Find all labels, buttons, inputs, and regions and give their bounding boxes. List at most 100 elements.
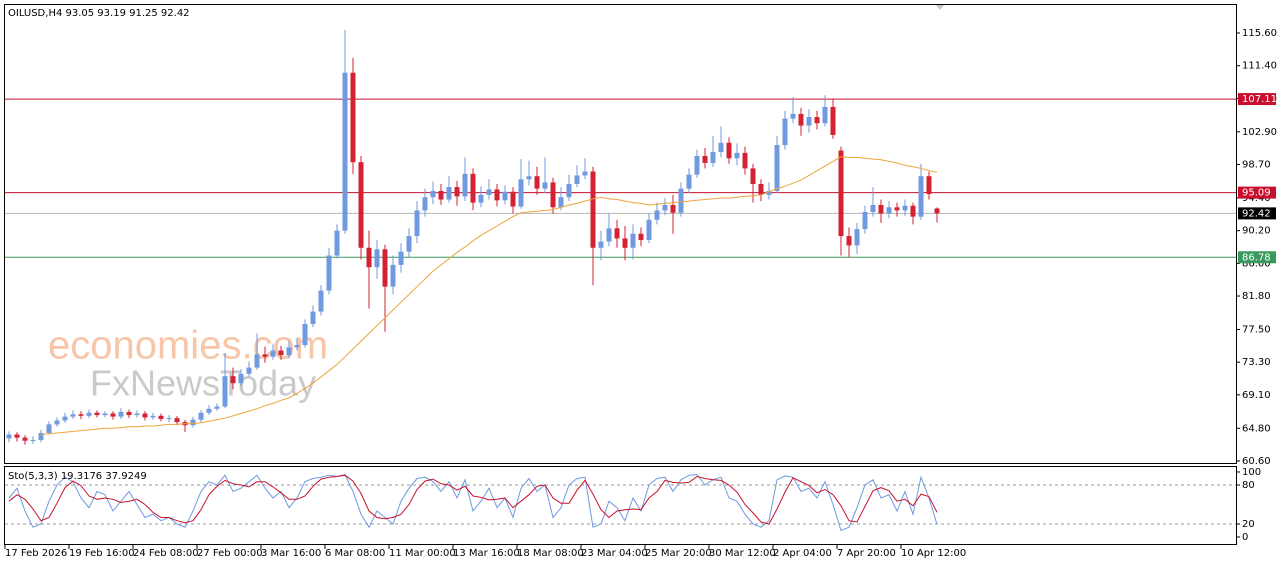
candle-body [174, 418, 180, 423]
oscillator-line [8, 474, 938, 532]
candle-body [654, 210, 660, 220]
candle-body [758, 183, 764, 195]
candle-body [462, 173, 468, 197]
x-tick-label: 2 Apr 04:00 [773, 548, 832, 559]
candle-body [694, 155, 700, 175]
candle-body [142, 413, 148, 418]
candle-body [494, 189, 500, 201]
candle-body [558, 197, 564, 208]
candle-body [238, 373, 244, 384]
candle-body [750, 168, 756, 184]
candle-body [374, 249, 380, 268]
candle-body [670, 204, 676, 213]
candle-body [350, 72, 356, 163]
x-tick-label: 13 Mar 16:00 [453, 548, 520, 559]
candle-body [246, 367, 252, 374]
candle-body [6, 434, 12, 439]
candle-body [294, 345, 300, 348]
x-tick-label: 17 Feb 2026 [5, 548, 67, 559]
candle-body [118, 411, 124, 417]
candle-body [590, 171, 596, 248]
candle-body [862, 211, 868, 230]
candle-body [38, 432, 44, 440]
candle-body [470, 173, 476, 203]
oscillator-title: Sto(5,3,3) 19.3176 37.9249 [8, 471, 147, 482]
candle-body [702, 155, 708, 163]
candle-body [886, 207, 892, 214]
candle-body [94, 412, 100, 416]
y-tick-label: 77.50 [1242, 324, 1271, 335]
y-tick-label: 80 [1242, 480, 1255, 491]
candle-body [718, 142, 724, 153]
candle-body [310, 311, 316, 325]
candle-body [502, 191, 508, 201]
candle-body [894, 207, 900, 211]
candle-body [86, 412, 92, 416]
candle-body [622, 238, 628, 248]
candle-body [510, 191, 516, 207]
candle-body [918, 176, 924, 217]
candle-body [534, 176, 540, 189]
candle-body [870, 204, 876, 212]
candle-body [438, 190, 444, 200]
moving-average [40, 156, 938, 435]
price-pane [4, 4, 1237, 464]
candle-body [62, 416, 68, 421]
price-level-label: 92.42 [1242, 208, 1271, 219]
candle-body [454, 187, 460, 197]
x-tick-label: 25 Mar 20:00 [645, 548, 712, 559]
candle-body [518, 179, 524, 207]
candle-body [406, 236, 412, 252]
price-level-label: 95.09 [1242, 188, 1271, 199]
candle-body [22, 437, 28, 441]
candle-body [646, 219, 652, 240]
candle-body [70, 414, 76, 417]
candle-body [366, 247, 372, 268]
candle-body [270, 350, 276, 357]
candle-body [526, 176, 532, 180]
candle-body [158, 415, 164, 419]
x-tick-label: 23 Mar 04:00 [581, 548, 648, 559]
candle-body [398, 251, 404, 265]
candle-body [926, 176, 932, 195]
chart-title: OILUSD,H4 93.05 93.19 91.25 92.42 [8, 8, 190, 19]
candle-body [46, 424, 52, 433]
y-tick-label: 64.80 [1242, 423, 1271, 434]
candle-body [318, 290, 324, 312]
candle-body [878, 204, 884, 214]
candle-body [134, 413, 140, 416]
plot: 115.60111.40107.20102.9098.7094.4090.208… [4, 28, 1277, 559]
candle-body [766, 190, 772, 195]
candle-body [782, 118, 788, 146]
candle-body [726, 142, 732, 159]
price-level-tag [1238, 93, 1276, 106]
candle-body [838, 150, 844, 237]
candle-body [262, 354, 268, 357]
candle-body [486, 189, 492, 195]
y-tick-label: 81.80 [1242, 291, 1271, 302]
candle-body [662, 204, 668, 211]
candle-body [446, 187, 452, 200]
candle-body [566, 183, 572, 198]
candle-body [390, 264, 396, 287]
candle-body [54, 420, 60, 425]
candle-body [774, 145, 780, 191]
candle-body [358, 162, 364, 248]
candle-body [302, 324, 308, 346]
y-tick-label: 60.60 [1242, 456, 1271, 467]
candle-body [678, 188, 684, 213]
y-tick-label: 69.10 [1242, 390, 1271, 401]
y-tick-label: 20 [1242, 519, 1255, 530]
x-tick-label: 19 Feb 16:00 [69, 548, 135, 559]
candle-body [814, 117, 820, 124]
candle-body [326, 255, 332, 291]
candle-body [606, 228, 612, 242]
price-level-tag [1238, 186, 1276, 199]
price-level-tag [1238, 207, 1276, 220]
candle-body [206, 408, 212, 413]
candle-body [902, 205, 908, 211]
scroll-marker [936, 5, 944, 10]
x-tick-label: 11 Mar 00:00 [389, 548, 456, 559]
